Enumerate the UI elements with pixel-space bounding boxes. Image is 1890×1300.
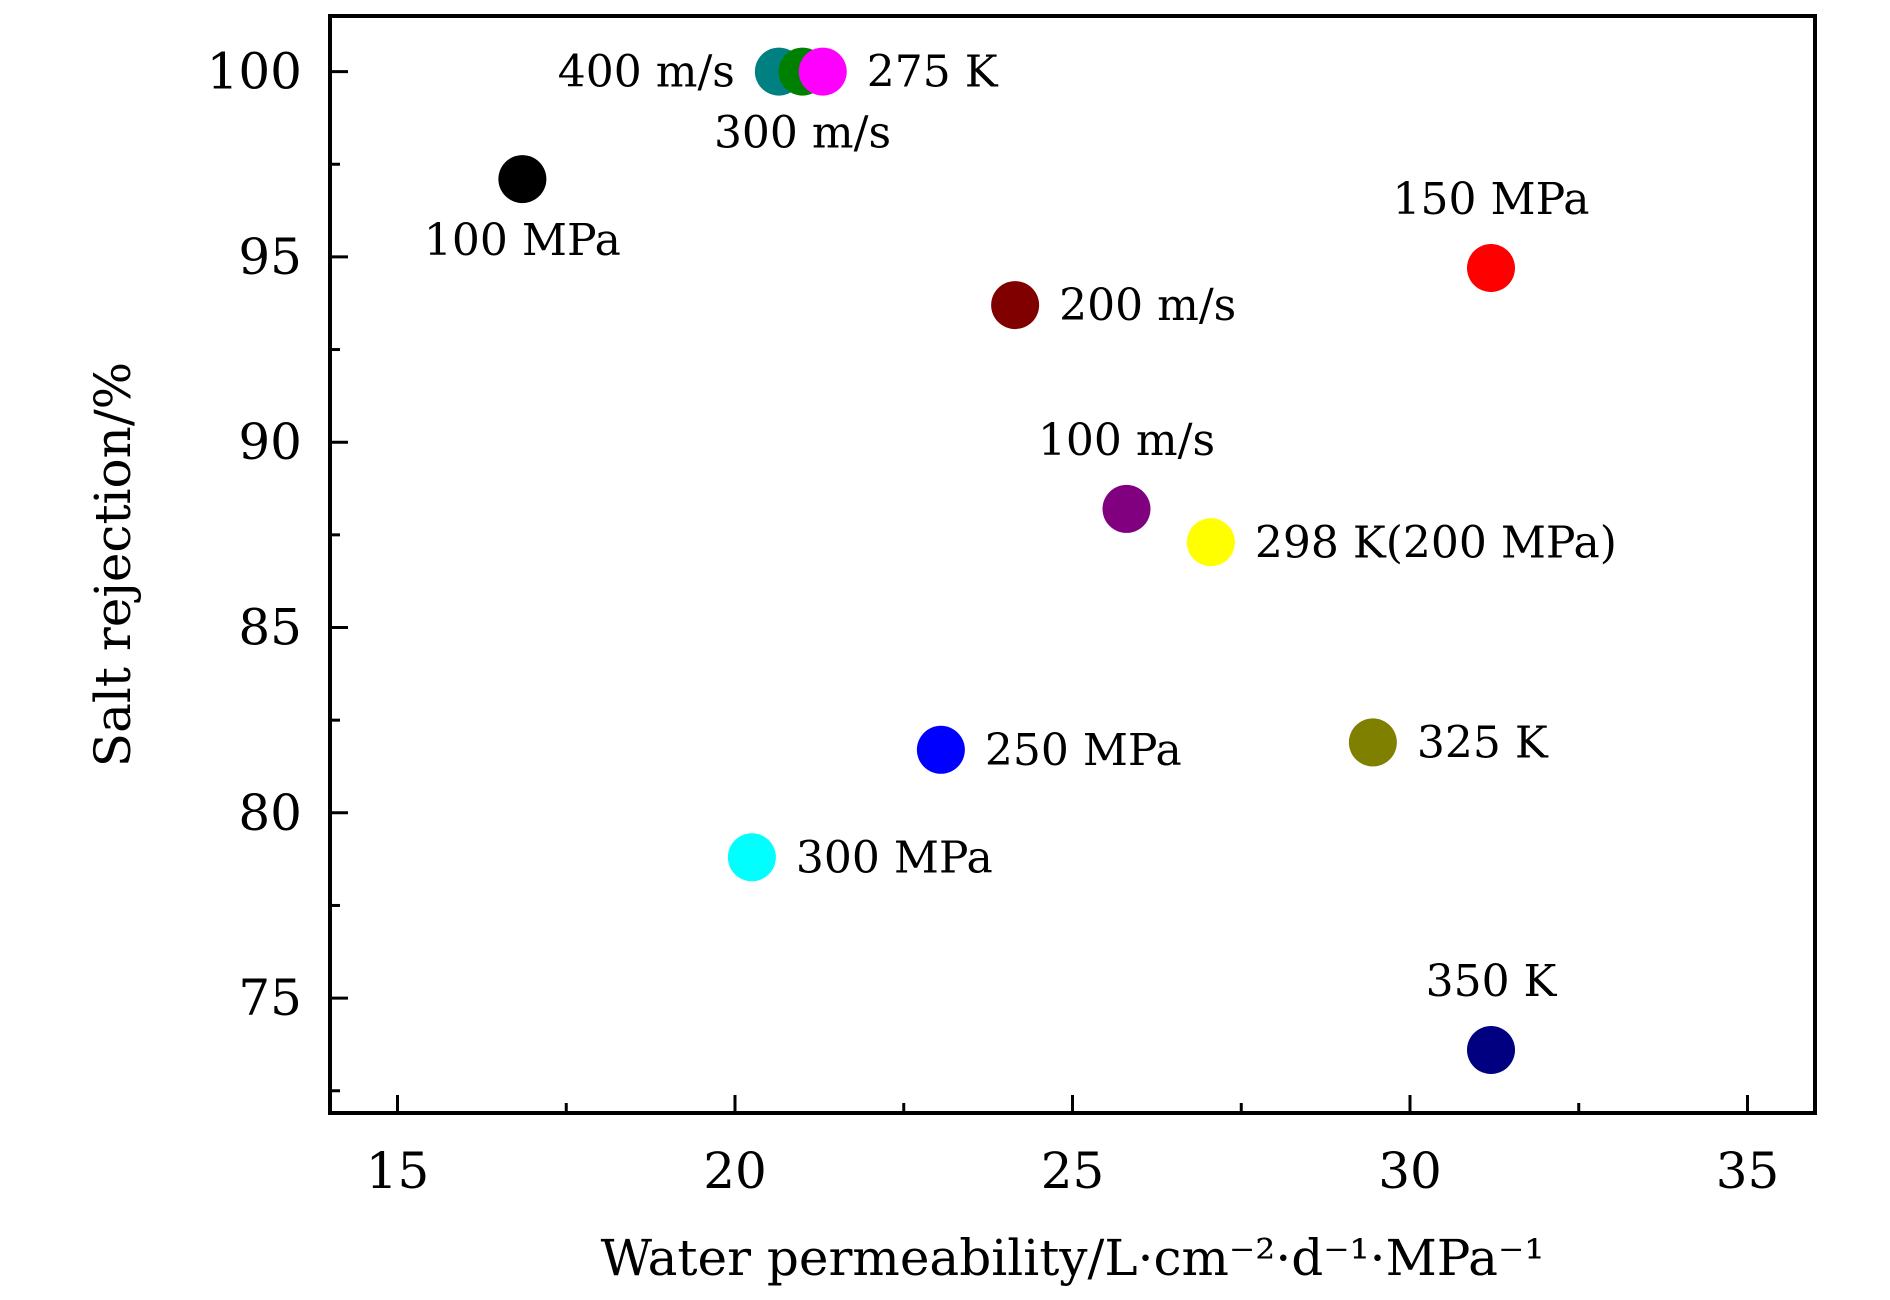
x-tick-label: 35 (1716, 1142, 1780, 1200)
point-label: 200 m/s (1059, 280, 1236, 331)
x-axis-title: Water permeability/L·cm⁻²·d⁻¹·MPa⁻¹ (601, 1229, 1545, 1287)
y-tick-label: 85 (238, 599, 302, 657)
data-point (991, 281, 1040, 330)
data-point (798, 47, 847, 96)
data-point (916, 725, 965, 774)
data-point (727, 833, 776, 882)
data-point (1348, 718, 1397, 767)
data-point (1102, 484, 1151, 533)
x-tick-label: 25 (1041, 1142, 1105, 1200)
x-tick-label: 30 (1378, 1142, 1442, 1200)
point-label: 325 K (1417, 717, 1549, 768)
y-tick-label: 90 (238, 413, 302, 471)
y-tick-label: 95 (238, 228, 302, 286)
data-point (1467, 244, 1515, 293)
data-point (1186, 518, 1235, 567)
data-point (1467, 1025, 1515, 1074)
axes: 15 20 25 30 35 75 80 85 90 95 100 (207, 14, 1817, 1200)
data-points: 100 MPa 400 m/s 300 m/s 275 K 150 MPa 200 m/s… (424, 47, 1617, 1074)
y-axis-title: Salt rejection/% (84, 362, 142, 767)
point-label: 100 m/s (1038, 415, 1215, 466)
y-tick-label: 75 (238, 969, 302, 1027)
point-label: 300 m/s (714, 108, 891, 159)
y-tick-label: 100 (207, 43, 302, 101)
data-point (498, 155, 547, 204)
point-label: 250 MPa (985, 725, 1182, 776)
point-label: 298 K(200 MPa) (1255, 517, 1617, 568)
point-label: 275 K (867, 47, 999, 98)
point-label: 350 K (1426, 956, 1558, 1007)
point-label: 150 MPa (1393, 174, 1590, 225)
x-tick-label: 20 (703, 1142, 767, 1200)
x-tick-label: 15 (366, 1142, 430, 1200)
point-label: 100 MPa (424, 215, 621, 266)
y-tick-label: 80 (238, 784, 302, 842)
point-label: 300 MPa (796, 832, 993, 883)
point-label: 400 m/s (558, 47, 735, 98)
